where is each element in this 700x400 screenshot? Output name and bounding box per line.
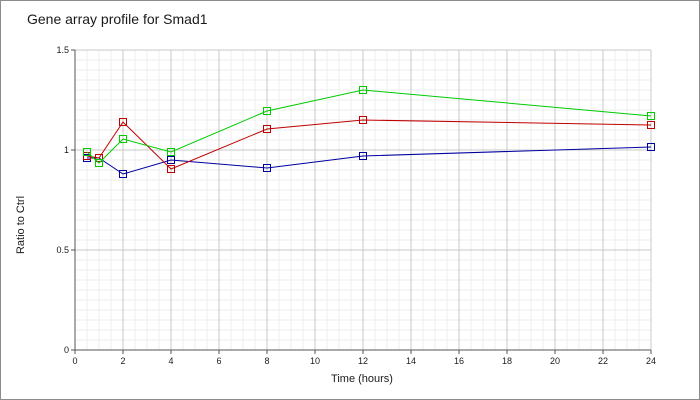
x-tick-label: 4 xyxy=(168,356,173,366)
y-tick-label: 1.5 xyxy=(56,45,69,55)
chart-title: Gene array profile for Smad1 xyxy=(27,11,208,27)
x-tick-label: 22 xyxy=(598,356,608,366)
x-tick-label: 20 xyxy=(550,356,560,366)
x-tick-label: 18 xyxy=(502,356,512,366)
data-point-series-3 xyxy=(359,86,367,94)
data-point-series-3 xyxy=(119,135,127,143)
x-tick-label: 12 xyxy=(358,356,368,366)
axes xyxy=(71,49,652,354)
data-point-series-1 xyxy=(359,152,367,160)
data-point-series-3 xyxy=(83,148,91,156)
x-axis-label: Time (hours) xyxy=(331,373,393,385)
data-point-series-1 xyxy=(119,170,127,178)
data-point-series-2 xyxy=(167,165,175,173)
data-point-series-2 xyxy=(359,116,367,124)
x-tick-label: 2 xyxy=(120,356,125,366)
y-tick-label: 0 xyxy=(64,345,69,355)
data-point-series-2 xyxy=(647,121,655,129)
x-tick-label: 6 xyxy=(216,356,221,366)
y-tick-label: 1 xyxy=(64,145,69,155)
data-point-series-3 xyxy=(167,148,175,156)
data-point-series-3 xyxy=(647,112,655,120)
x-tick-label: 10 xyxy=(310,356,320,366)
data-point-series-2 xyxy=(263,125,271,133)
y-tick-label: 0.5 xyxy=(56,245,69,255)
series-line-2 xyxy=(86,119,652,170)
x-tick-label: 0 xyxy=(72,356,77,366)
major-grid xyxy=(74,49,652,351)
data-point-series-2 xyxy=(95,154,103,162)
data-point-series-1 xyxy=(263,164,271,172)
series-line-3 xyxy=(86,89,652,164)
data-point-series-1 xyxy=(647,143,655,151)
x-tick-label: 16 xyxy=(454,356,464,366)
data-point-series-3 xyxy=(263,107,271,115)
x-tick-label: 24 xyxy=(646,356,656,366)
data-point-series-3 xyxy=(95,159,103,167)
x-tick-label: 14 xyxy=(406,356,416,366)
x-tick-label: 8 xyxy=(264,356,269,366)
series-group xyxy=(83,86,655,178)
data-point-series-1 xyxy=(167,156,175,164)
data-point-series-2 xyxy=(119,118,127,126)
